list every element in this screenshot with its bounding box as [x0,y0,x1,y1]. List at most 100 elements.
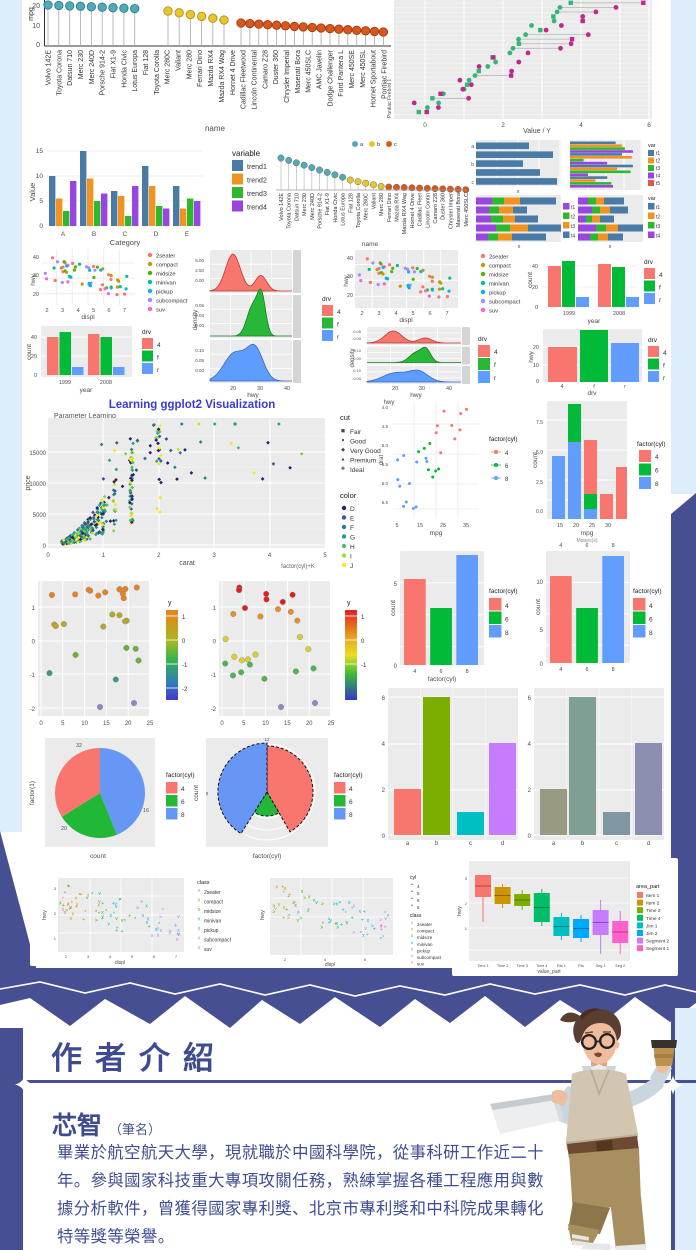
svg-text:v: v [69,905,72,911]
svg-text:Fiat 128: Fiat 128 [143,50,150,75]
svg-text:+: + [101,901,104,907]
svg-text:Merc 240D: Merc 240D [310,193,316,220]
svg-text:v: v [147,917,150,923]
svg-text:20: 20 [532,285,538,291]
svg-text:factor(cyl): factor(cyl) [166,772,195,779]
svg-text:hwy: hwy [260,910,266,920]
svg-text:v: v [115,916,118,922]
svg-text:Merc 450SE: Merc 450SE [349,50,356,89]
svg-text:subcompact: subcompact [156,299,188,305]
svg-text:8: 8 [649,630,653,637]
svg-text:Fair: Fair [350,429,362,436]
svg-text:8: 8 [181,812,185,819]
svg-text:x: x [198,907,201,913]
svg-text:>: > [292,901,295,907]
svg-text:5.0: 5.0 [536,450,543,456]
svg-text:hwy: hwy [42,910,48,920]
svg-text:x: x [146,920,149,926]
svg-text:x: x [411,927,414,932]
svg-text:x: x [72,911,75,917]
svg-text:20: 20 [306,721,313,727]
svg-text:v: v [177,914,180,920]
svg-text:c: c [472,180,475,186]
svg-text:+: + [288,892,291,898]
svg-text:count: count [527,272,534,288]
svg-text:0.0: 0.0 [536,509,543,515]
svg-text:year: year [588,318,601,325]
svg-text:Learning ggplot2 Visualization: Learning ggplot2 Visualization [109,399,276,411]
svg-text:Merc 240D: Merc 240D [89,50,96,84]
svg-text:*: * [78,893,80,899]
svg-text:drat: drat [379,455,385,466]
svg-text:x: x [353,903,356,909]
svg-text:0.05: 0.05 [195,358,204,363]
svg-text:30: 30 [33,273,39,279]
svg-text:Valiant: Valiant [371,193,377,210]
svg-text:Mazda RX4 Wag: Mazda RX4 Wag [219,50,226,103]
svg-text:Good: Good [350,439,366,446]
svg-text:10: 10 [262,721,269,727]
svg-text:factor(cyl): factor(cyl) [253,853,282,860]
svg-text:7: 7 [175,954,178,959]
svg-text:1999: 1999 [563,311,575,317]
svg-text:I: I [350,554,352,561]
svg-text:12: 12 [264,737,270,742]
svg-text:d: d [501,841,504,847]
svg-text:drv: drv [587,390,597,397]
svg-text:0: 0 [361,639,365,645]
svg-text:Lincoln Continental: Lincoln Continental [251,50,258,110]
svg-text:Time 4: Time 4 [536,964,547,968]
svg-text:x: x [518,244,521,250]
svg-text:v: v [313,898,316,904]
svg-text:v: v [107,922,110,928]
svg-text:x: x [362,933,365,939]
svg-text:Value / Y: Value / Y [523,128,551,135]
svg-text:class: class [197,880,210,886]
svg-text:Merc 280C: Merc 280C [165,50,172,84]
svg-text:40: 40 [446,386,452,392]
svg-text:>: > [352,930,355,936]
svg-text:count: count [535,599,542,615]
svg-text:5000: 5000 [33,513,47,519]
svg-text:midsize: midsize [204,909,221,915]
svg-text:1: 1 [54,936,57,941]
svg-text:5: 5 [540,628,544,634]
svg-text:>: > [297,910,300,916]
svg-text:>: > [328,917,331,923]
svg-text:x: x [411,920,414,925]
svg-text:hwy: hwy [410,392,422,399]
svg-text:1: 1 [361,615,365,621]
svg-text:cut: cut [340,413,351,422]
svg-text:15: 15 [557,523,563,529]
svg-text:6: 6 [585,667,588,673]
svg-text:Mazda RX4: Mazda RX4 [208,50,215,87]
svg-text:*: * [345,920,347,926]
svg-text:a: a [471,144,474,150]
svg-text:25: 25 [440,523,446,529]
svg-text:10: 10 [36,173,44,180]
svg-text:f: f [337,322,339,329]
svg-text:name: name [205,124,226,133]
svg-text:*: * [91,892,93,898]
svg-text:+: + [340,923,343,929]
svg-text:factor(cyl): factor(cyl) [489,588,518,595]
svg-text:2: 2 [284,957,287,962]
svg-text:hwy: hwy [30,273,37,285]
svg-text:+: + [384,924,387,930]
svg-text:Hornet 4 Drive: Hornet 4 Drive [230,50,237,95]
svg-text:3: 3 [213,553,217,559]
svg-text:6: 6 [428,311,431,317]
svg-text:0.00: 0.00 [353,376,362,381]
svg-text:Datsun 710: Datsun 710 [67,50,74,86]
svg-text:t3: t3 [656,166,660,172]
svg-text:2seater: 2seater [156,254,175,260]
svg-text:Maserati Bora: Maserati Bora [295,50,302,94]
svg-text:5.00: 5.00 [195,258,204,263]
svg-text:+: + [373,926,376,932]
svg-text:v: v [75,896,78,902]
svg-text:H: H [350,544,355,551]
svg-text:+: + [62,903,65,909]
svg-text:0.00: 0.00 [195,368,204,373]
svg-text:15000: 15000 [29,451,46,457]
svg-text:4: 4 [494,349,498,356]
